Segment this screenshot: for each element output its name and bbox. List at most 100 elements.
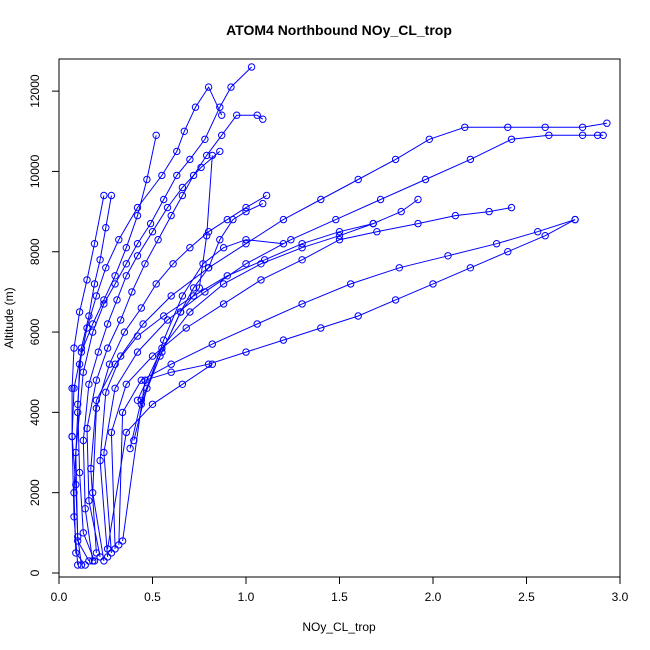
data-point [189,171,198,180]
data-point [103,320,112,328]
data-point [77,344,86,352]
data-point [257,260,265,268]
data-point [204,228,213,236]
data-point [203,151,211,160]
data-point [152,280,160,288]
data-point [466,264,475,272]
data-point [242,203,250,212]
data-point [201,288,209,296]
series-line [75,66,252,562]
y-tick-label: 2000 [28,479,42,506]
y-axis: 0 2000 4000 6000 8000 10000 12000 [28,74,60,576]
data-point [541,123,549,132]
data-point [204,83,213,91]
data-point [146,219,155,228]
data-point [111,272,119,280]
data-point [189,292,198,300]
data-point [122,260,131,268]
data-point [85,497,93,505]
data-point [74,400,82,408]
data-point [186,155,194,164]
data-point [425,135,433,144]
data-point [133,240,142,248]
data-point [335,228,344,236]
data-point [68,384,76,392]
data-point [180,127,189,136]
data-point [83,276,91,284]
data-point [100,296,108,304]
data-point [70,384,78,392]
data-point [167,211,175,220]
x-tick-label: 1.0 [238,590,255,604]
data-point [83,424,91,433]
data-point [111,545,119,553]
data-point [96,256,104,264]
data-point [130,436,138,445]
data-point [279,215,288,224]
series-layer [68,63,611,569]
series-profile [100,131,607,557]
data-point [89,320,97,328]
data-point [139,320,147,328]
data-point [68,432,76,441]
data-point [186,308,194,316]
series-line [90,199,419,553]
series-profile [118,215,579,545]
data-point [335,236,344,244]
data-point [227,83,235,91]
data-point [75,468,84,477]
data-point [178,380,187,388]
data-point [208,340,217,348]
data-point [107,549,116,557]
data-point [94,348,103,356]
data-point [100,191,108,200]
data-point [391,296,400,304]
data-point [204,264,213,272]
data-point [186,244,194,252]
data-point [492,240,501,248]
data-point [111,384,119,392]
data-point [117,316,125,324]
series-line [107,363,213,549]
series-line [137,223,374,401]
y-tick-label: 12000 [28,74,42,108]
data-point [120,328,129,336]
data-point [72,549,80,557]
data-point [201,135,209,144]
data-point [347,280,355,288]
data-point [208,151,217,160]
data-point [92,549,101,557]
data-point [113,296,121,304]
y-tick-label: 0 [28,569,42,576]
series-line [110,207,512,549]
data-point [133,203,142,212]
data-point [219,300,228,308]
series-line [86,114,264,557]
data-point [242,207,250,216]
data-point [504,123,512,132]
data-point [253,111,261,119]
data-point [317,324,325,332]
data-point [141,260,149,268]
data-point [115,541,123,549]
series-profile [74,191,116,565]
data-point [122,380,131,388]
x-tick-label: 0.5 [144,590,161,604]
data-point [152,131,160,140]
data-point [154,236,162,244]
data-point [578,123,587,132]
data-point [507,203,516,212]
data-point [545,131,553,140]
data-point [421,175,430,184]
data-point [354,175,362,184]
data-point [195,284,204,292]
data-point [507,135,516,144]
data-point [466,155,475,164]
data-point [599,131,607,140]
data-point [332,215,340,224]
data-point [81,561,89,569]
data-point [178,292,187,300]
data-point [133,211,142,220]
data-point [133,252,142,260]
series-profile [68,191,108,569]
